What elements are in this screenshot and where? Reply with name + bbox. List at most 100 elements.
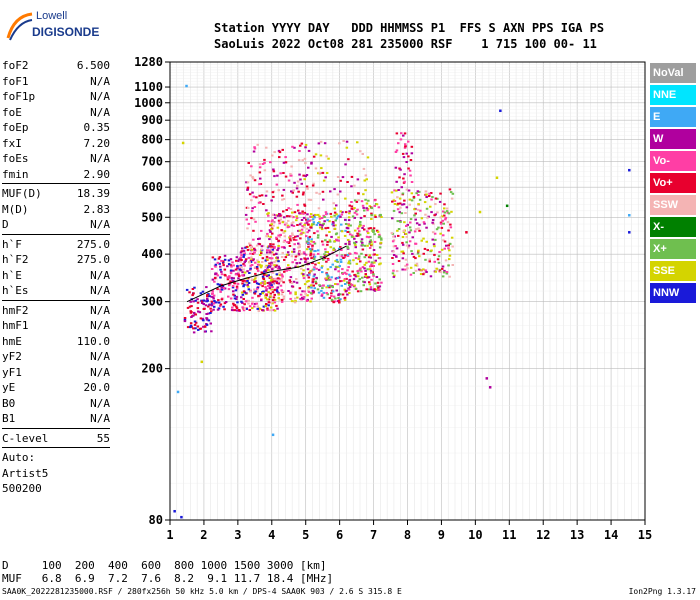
echo-point <box>185 288 189 291</box>
legend-item: SSE <box>650 261 696 281</box>
echo-point <box>279 214 282 217</box>
param-value: N/A <box>90 268 110 282</box>
echo-point <box>443 203 446 206</box>
echo-point <box>247 288 251 291</box>
echo-point <box>267 214 270 217</box>
echo-point <box>437 226 440 229</box>
echo-point <box>326 243 329 246</box>
echo-point <box>322 214 325 217</box>
echo-point <box>293 181 296 184</box>
echo-point <box>309 252 313 255</box>
echo-point <box>337 270 340 273</box>
echo-point <box>262 278 266 281</box>
echo-point <box>250 278 254 281</box>
echo-point <box>355 252 358 255</box>
header-line-2: SaoLuis 2022 Oct08 281 235000 RSF 1 715 … <box>214 37 597 51</box>
echo-point <box>380 281 383 284</box>
echo-point <box>236 267 239 270</box>
echo-point <box>423 247 427 250</box>
echo-point <box>404 145 407 148</box>
echo-point <box>286 226 290 229</box>
echo-point <box>267 220 270 223</box>
echo-point <box>255 302 258 305</box>
echo-point <box>199 292 203 295</box>
echo-point <box>397 234 400 237</box>
echo-point <box>368 247 372 249</box>
echo-point <box>294 255 298 258</box>
echo-point <box>278 267 281 270</box>
echo-point <box>434 270 437 273</box>
echo-point <box>441 275 445 278</box>
echo-point <box>355 213 359 216</box>
echo-point <box>282 161 286 164</box>
echo-point <box>235 287 239 290</box>
echo-point <box>336 276 339 279</box>
echo-point <box>302 251 306 254</box>
echo-point <box>378 246 382 249</box>
echo-point <box>448 188 452 191</box>
echo-point <box>348 278 352 281</box>
echo-point <box>341 293 345 296</box>
echo-point <box>415 192 418 195</box>
echo-point <box>308 273 311 276</box>
echo-point <box>254 272 257 275</box>
echo-point <box>249 252 252 255</box>
echo-point <box>334 283 337 285</box>
echo-point <box>347 260 351 263</box>
echo-point <box>628 231 631 234</box>
echo-point <box>306 294 309 297</box>
echo-point <box>380 238 383 241</box>
echo-point <box>294 265 297 268</box>
echo-point <box>273 247 276 250</box>
echo-point <box>261 285 264 288</box>
echo-point <box>262 203 265 205</box>
echo-point <box>410 192 414 195</box>
echo-point <box>211 278 215 281</box>
echo-point <box>300 142 304 145</box>
echo-point <box>317 234 320 237</box>
echo-point <box>347 239 350 241</box>
echo-point <box>255 196 258 199</box>
echo-point <box>310 286 313 289</box>
echo-point <box>370 278 373 281</box>
echo-point <box>259 254 262 256</box>
echo-point <box>302 212 305 215</box>
echo-point <box>209 307 212 310</box>
echo-point <box>420 217 424 220</box>
echo-point <box>278 156 281 159</box>
echo-point <box>233 304 237 307</box>
echo-point <box>347 266 350 269</box>
echo-point <box>300 219 304 221</box>
echo-point <box>245 206 249 209</box>
echo-point <box>313 266 316 269</box>
echo-point <box>369 227 372 230</box>
echo-point <box>255 244 259 247</box>
echo-point <box>418 255 421 258</box>
echo-point <box>432 222 435 225</box>
echo-point <box>249 268 252 271</box>
echo-point <box>263 158 266 161</box>
echo-point <box>440 215 444 218</box>
echo-point <box>414 269 418 272</box>
echo-point <box>370 271 373 274</box>
echo-point <box>321 265 324 268</box>
echo-point <box>370 263 373 266</box>
echo-point <box>320 294 324 297</box>
param-row: foEs N/A <box>2 151 110 167</box>
echo-point <box>317 172 320 175</box>
echo-point <box>344 218 347 221</box>
echo-point <box>211 256 215 259</box>
echo-point <box>278 271 281 274</box>
x-tick-label: 1 <box>166 528 173 542</box>
echo-point <box>260 252 263 254</box>
echo-point <box>294 297 297 300</box>
echo-point <box>304 222 307 225</box>
echo-point <box>265 289 268 292</box>
echo-point <box>302 191 305 194</box>
echo-point <box>426 216 429 219</box>
echo-point <box>266 266 269 269</box>
echo-point <box>311 223 314 226</box>
echo-point <box>255 266 259 268</box>
distance-row: D 100 200 400 600 800 1000 1500 3000 [km… <box>2 559 327 572</box>
echo-point <box>235 309 239 312</box>
